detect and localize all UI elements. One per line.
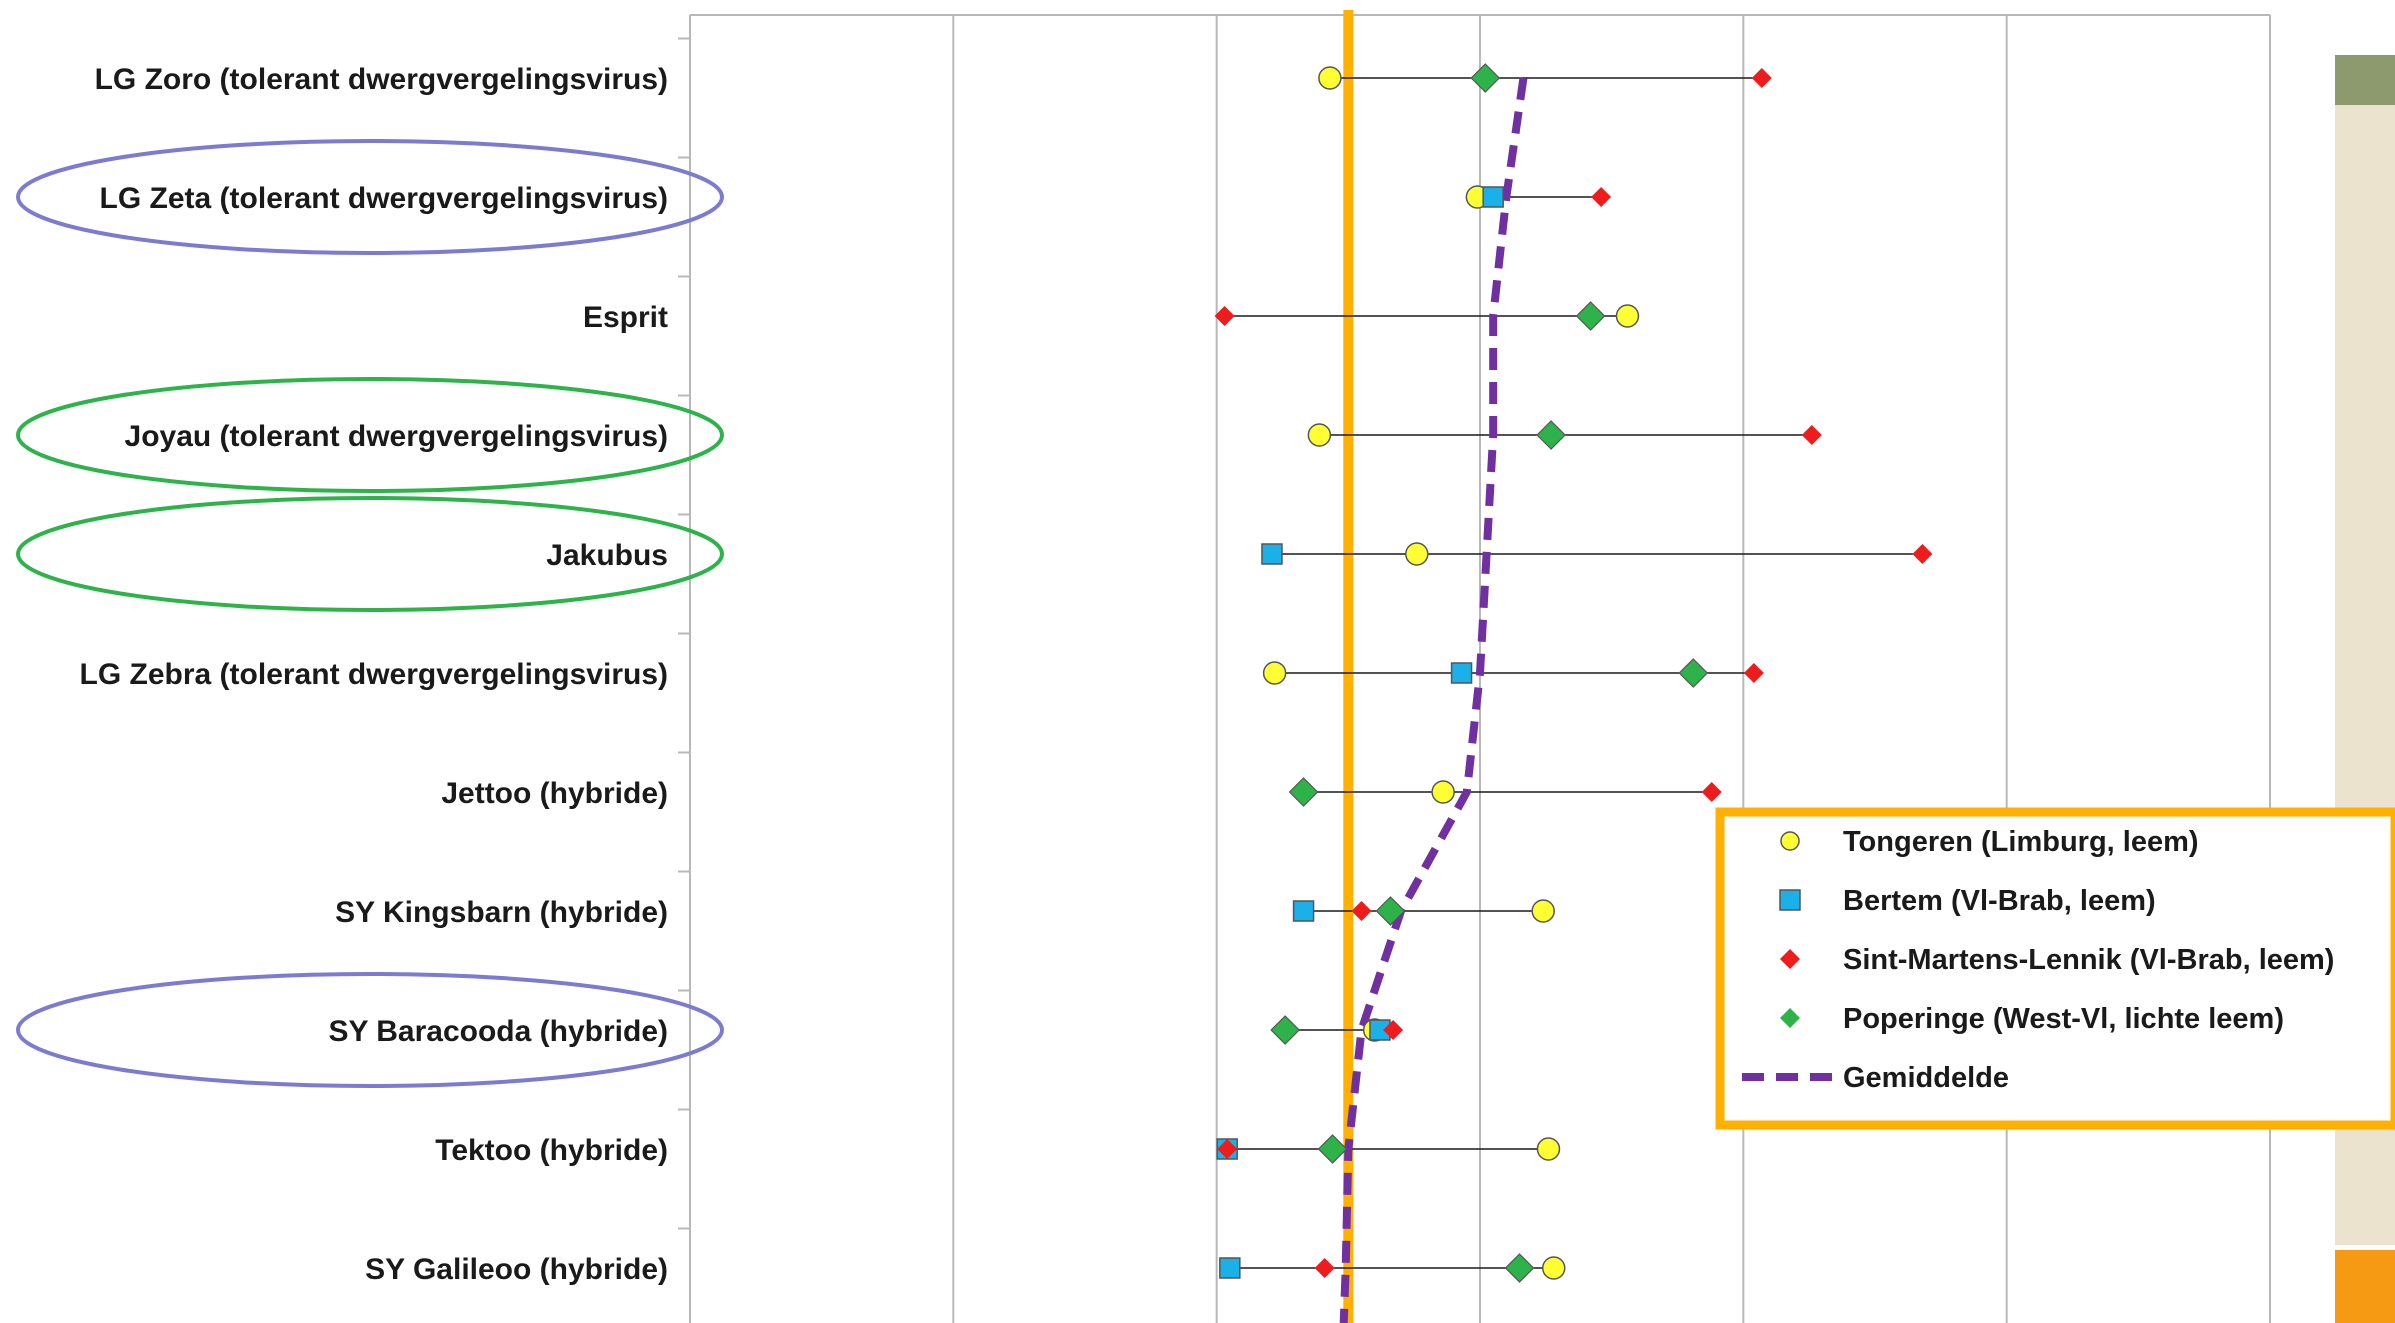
highlight-ellipse <box>16 139 724 255</box>
highlight-ellipses <box>16 139 724 1088</box>
series-points-2 <box>1214 68 1933 1278</box>
category-label: LG Zebra (tolerant dwergvergelingsvirus) <box>80 658 668 691</box>
data-point <box>1214 306 1235 326</box>
data-point <box>1314 1258 1335 1278</box>
legend-box <box>1715 807 2395 1130</box>
data-point <box>1375 896 1406 926</box>
data-point <box>1405 542 1429 566</box>
data-point <box>1701 782 1722 802</box>
legend-item: Sint-Martens-Lennik (Vl-Brab, leem) <box>1780 944 2334 976</box>
legend-swatch <box>1780 831 1800 851</box>
legend-item: Gemiddelde <box>1742 1062 2009 1094</box>
data-point <box>1318 66 1342 90</box>
photo-top <box>2335 55 2395 105</box>
legend-item: Poperinge (West-Vl, lichte leem) <box>1780 1003 2284 1035</box>
data-point <box>1531 899 1555 923</box>
highlight-ellipse <box>16 496 724 612</box>
category-label: Esprit <box>583 301 668 334</box>
data-point <box>1504 1253 1535 1283</box>
legend-swatch <box>1779 889 1801 911</box>
category-label: SY Kingsbarn (hybride) <box>335 896 668 929</box>
photo-orange-bar <box>2335 1250 2395 1323</box>
data-point <box>1541 1256 1566 1280</box>
category-label: Jettoo (hybride) <box>441 777 668 810</box>
data-point <box>1261 543 1283 565</box>
series-line-gemiddelde <box>1339 77 1528 1323</box>
background-photo-strip <box>2335 55 2395 1323</box>
category-label: LG Zeta (tolerant dwergvergelingsvirus) <box>100 182 668 215</box>
legend-swatch <box>1780 1008 1800 1028</box>
data-point <box>1307 423 1332 447</box>
data-point <box>1270 1015 1300 1045</box>
legend-label: Bertem (Vl-Brab, leem) <box>1843 885 2156 917</box>
highlight-ellipse <box>16 377 724 493</box>
legend-label: Poperinge (West-Vl, lichte leem) <box>1843 1003 2284 1035</box>
data-point <box>1351 901 1372 921</box>
data-point <box>1219 1257 1241 1279</box>
data-point <box>1450 662 1473 684</box>
data-point <box>1743 663 1764 683</box>
data-point <box>1217 1139 1238 1159</box>
data-point <box>1536 420 1566 450</box>
category-label: SY Galileoo (hybride) <box>365 1253 668 1286</box>
data-point <box>1591 187 1612 207</box>
legend-label: Gemiddelde <box>1843 1062 2009 1094</box>
data-point <box>1615 304 1640 328</box>
data-point <box>1383 1020 1404 1040</box>
legend-label: Tongeren (Limburg, leem) <box>1843 826 2199 858</box>
data-point <box>1262 661 1287 685</box>
data-point <box>1292 900 1315 922</box>
series-points-1 <box>1216 186 1504 1279</box>
series-points-3 <box>1270 63 1709 1283</box>
data-point <box>1288 777 1319 807</box>
data-point <box>1575 301 1606 331</box>
data-point <box>1431 780 1455 804</box>
category-label: Joyau (tolerant dwergvergelingsvirus) <box>125 420 668 453</box>
data-point <box>1751 68 1772 88</box>
legend: Tongeren (Limburg, leem) Bertem (Vl-Brab,… <box>1715 807 2395 1130</box>
category-label: Tektoo (hybride) <box>435 1134 668 1167</box>
legend-item: Bertem (Vl-Brab, leem) <box>1779 885 2156 917</box>
data-point <box>1470 63 1501 93</box>
data-point <box>1317 1134 1348 1164</box>
highlight-ellipse <box>16 972 724 1088</box>
category-label: LG Zoro (tolerant dwergvergelingsvirus) <box>95 63 668 96</box>
data-point <box>1912 544 1933 564</box>
data-point <box>1801 425 1822 445</box>
data-point <box>1678 658 1709 688</box>
legend-label: Sint-Martens-Lennik (Vl-Brab, leem) <box>1843 944 2334 976</box>
category-label: Jakubus <box>546 539 668 572</box>
category-label: SY Baracooda (hybride) <box>328 1015 668 1048</box>
legend-item: Tongeren (Limburg, leem) <box>1780 826 2199 858</box>
data-point <box>1482 186 1504 208</box>
data-point <box>1536 1137 1561 1161</box>
legend-swatch <box>1780 949 1800 969</box>
category-labels: LG Zoro (tolerant dwergvergelingsvirus) L… <box>80 63 668 1286</box>
